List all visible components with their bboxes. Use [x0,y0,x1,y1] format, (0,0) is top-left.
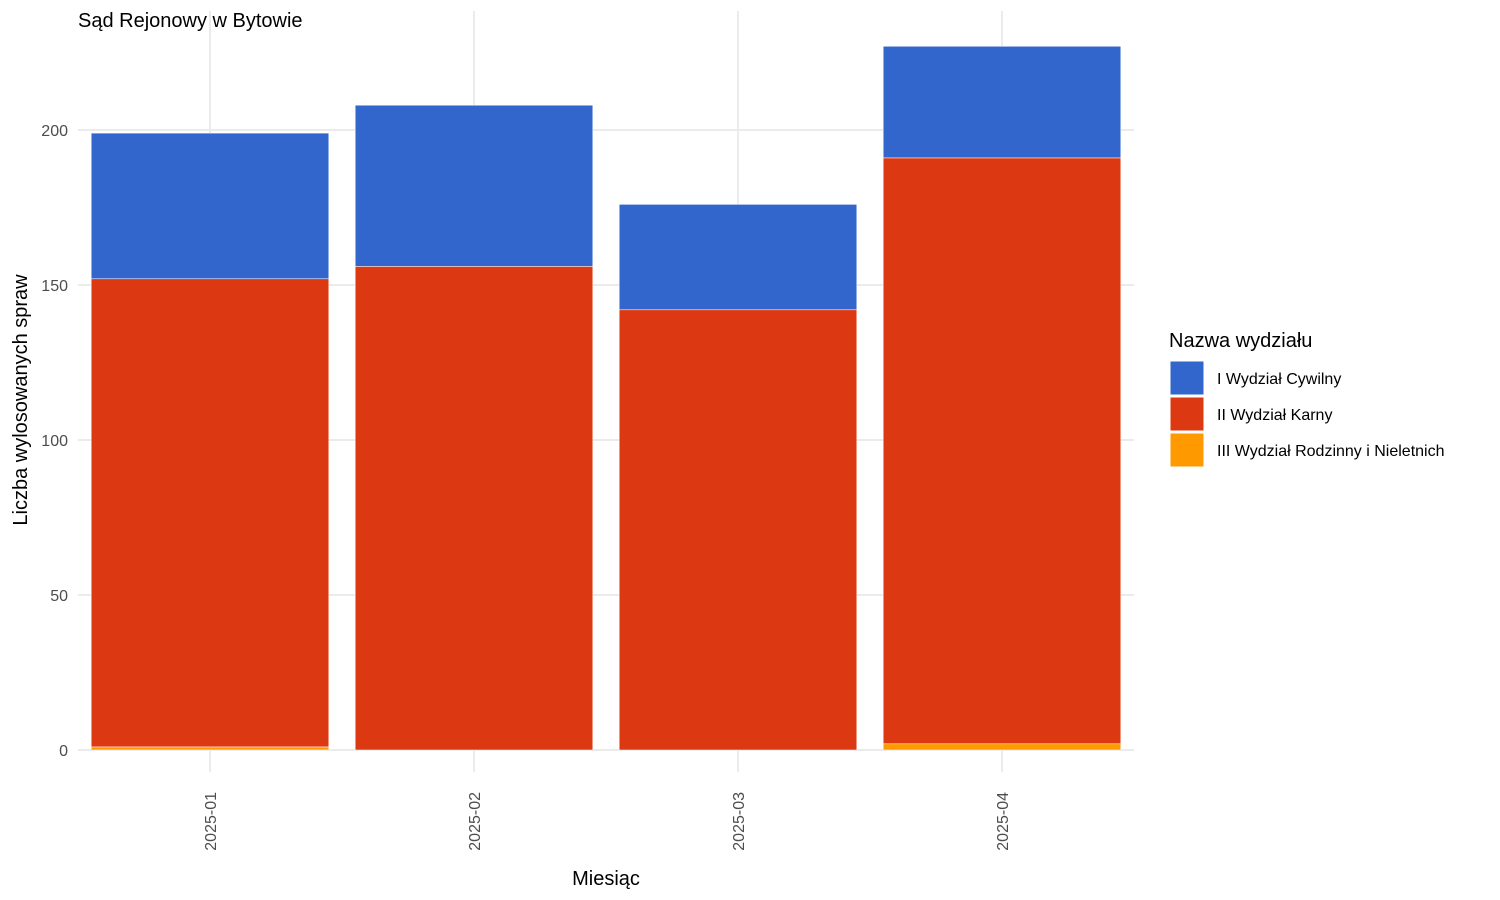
y-tick-label: 0 [59,743,68,760]
x-tick-label: 2025-04 [995,792,1012,851]
y-tick-label: 150 [41,278,68,295]
x-axis-ticks: 2025-01 2025-02 2025-03 2025-04 [203,792,1012,851]
bar-segment [354,104,594,267]
bar-segment [882,157,1122,745]
y-tick-label: 200 [41,123,68,140]
legend-title: Nazwa wydziału [1169,330,1312,352]
bar-segment [90,132,330,280]
chart-title: Sąd Rejonowy w Bytowie [78,10,303,32]
bar-segment [882,743,1122,751]
x-axis-title: Miesiąc [572,868,640,890]
bar-segment [354,266,594,751]
x-tick-label: 2025-02 [467,792,484,851]
bar-segment [618,309,858,751]
bars-group [90,46,1122,751]
y-tick-label: 100 [41,433,68,450]
x-tick-label: 2025-01 [203,792,220,851]
bar-segment [882,46,1122,159]
legend: Nazwa wydziału I Wydział Cywilny II Wydzi… [1169,330,1445,468]
legend-label: III Wydział Rodzinny i Nieletnich [1217,443,1445,460]
y-tick-label: 50 [50,588,68,605]
y-axis-ticks: 0 50 100 150 200 [41,123,68,760]
bar-segment [90,746,330,751]
legend-swatch [1169,396,1205,432]
bar-segment [90,278,330,748]
legend-label: II Wydział Karny [1217,407,1332,424]
legend-swatch [1169,360,1205,396]
x-tick-label: 2025-03 [731,792,748,851]
y-axis-title: Liczba wylosowanych spraw [10,274,32,526]
legend-swatch [1169,432,1205,468]
legend-items: I Wydział Cywilny II Wydział Karny III Wyd… [1169,360,1445,468]
bar-segment [618,204,858,311]
legend-label: I Wydział Cywilny [1217,371,1341,388]
